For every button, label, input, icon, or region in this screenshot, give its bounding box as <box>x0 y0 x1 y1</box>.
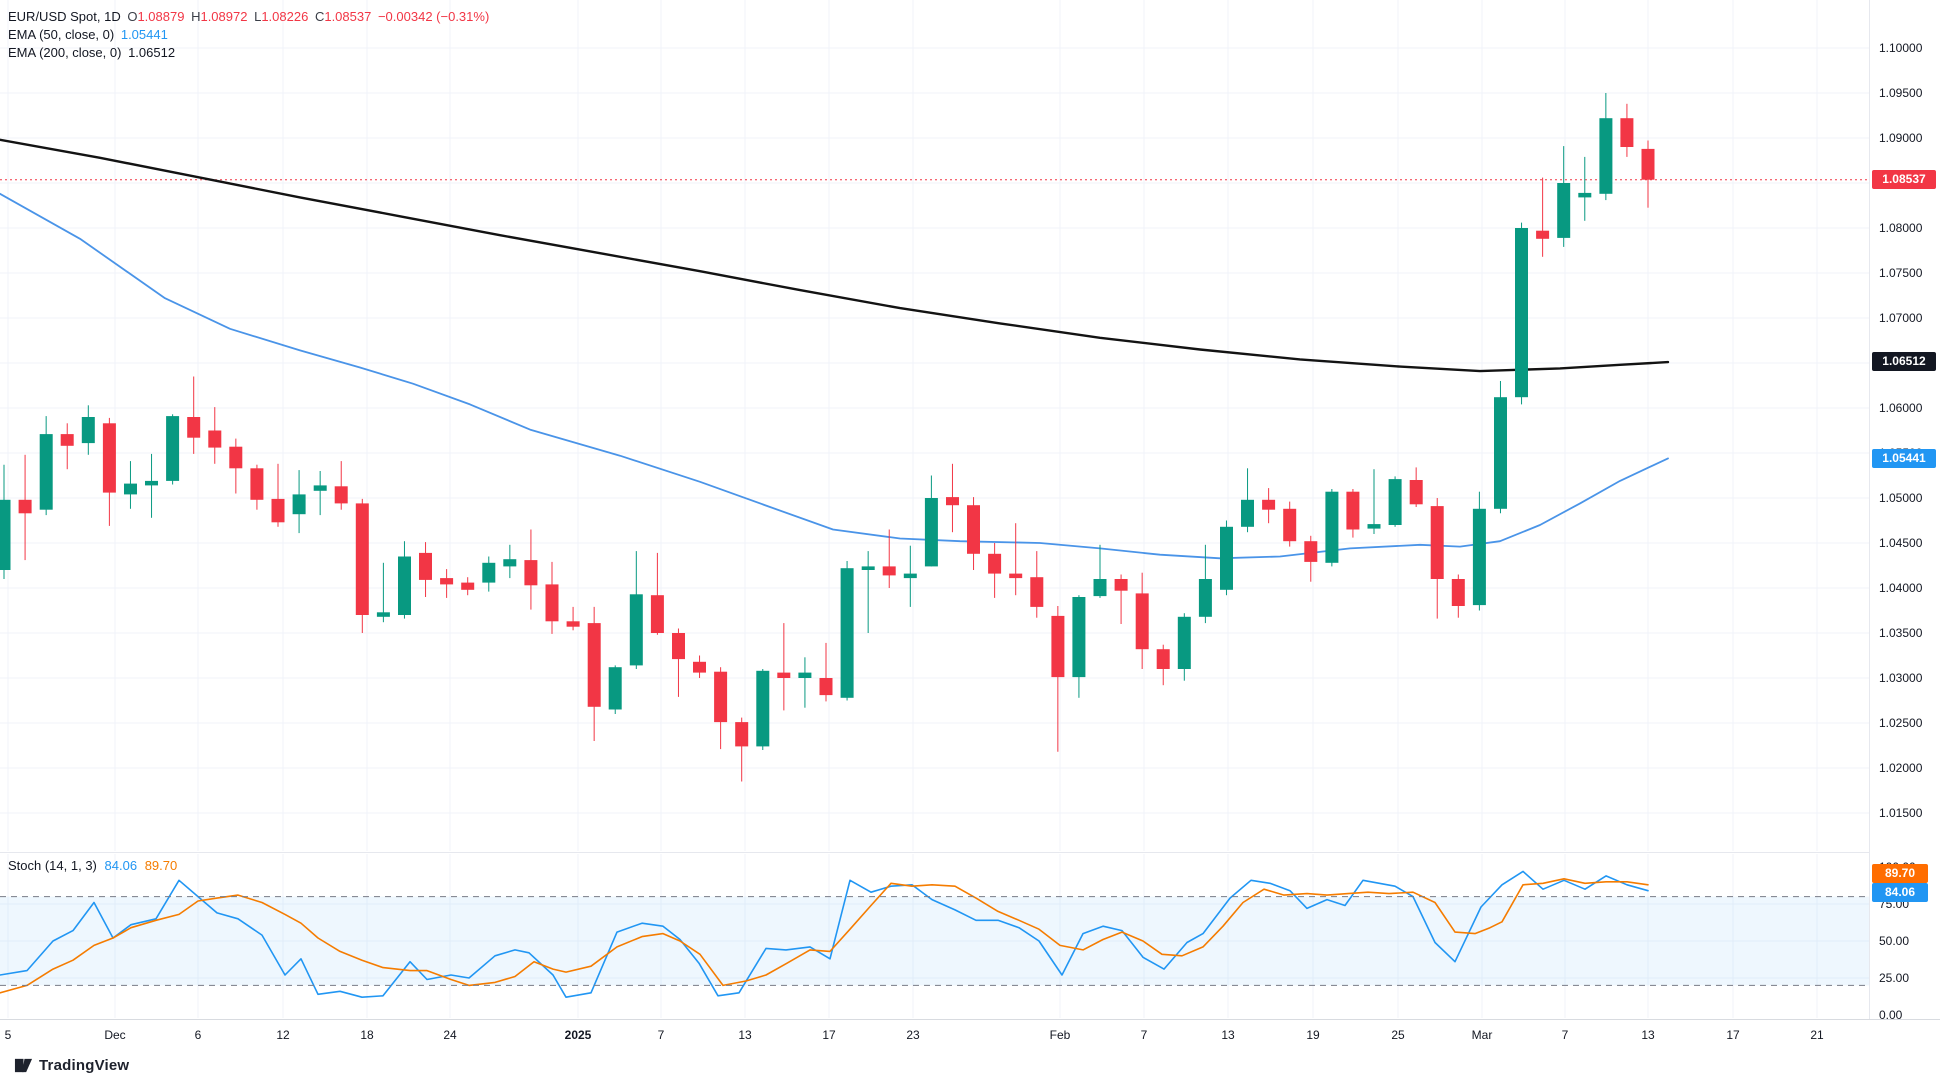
stoch-band <box>0 896 1869 986</box>
ema200-price-badge: 1.06512 <box>1872 352 1936 372</box>
ema200-label: EMA (200, close, 0) <box>8 45 122 60</box>
price-tick-label: 1.09000 <box>1879 131 1923 145</box>
symbol-legend-row[interactable]: EUR/USD Spot, 1D O1.08879 H1.08972 L1.08… <box>8 8 492 25</box>
candles-layer <box>0 93 1655 782</box>
symbol-title: EUR/USD Spot, 1D <box>8 9 121 24</box>
stoch-d-badge: 89.70 <box>1872 864 1928 883</box>
stoch-d-line <box>0 877 1649 994</box>
time-tick-label: 2025 <box>564 1028 592 1042</box>
time-tick-label: 19 <box>1306 1028 1320 1042</box>
time-tick-label: 7 <box>657 1028 665 1042</box>
chart-legend: EUR/USD Spot, 1D O1.08879 H1.08972 L1.08… <box>8 8 492 62</box>
time-tick-label: Feb <box>1049 1028 1071 1042</box>
time-tick-label: 12 <box>276 1028 290 1042</box>
price-tick-label: 1.04000 <box>1879 581 1923 595</box>
time-tick-label: 6 <box>194 1028 202 1042</box>
tradingview-logo-text: TradingView <box>39 1057 130 1074</box>
chart-svg[interactable] <box>0 0 1869 1019</box>
price-tick-label: 1.05000 <box>1879 491 1923 505</box>
ema200-value: 1.06512 <box>128 45 176 60</box>
price-tick-label: 1.03500 <box>1879 626 1923 640</box>
close-value: 1.08537 <box>324 9 372 24</box>
time-tick-label: 5 <box>4 1028 12 1042</box>
ema50-value: 1.05441 <box>120 27 168 42</box>
time-tick-label: 13 <box>1221 1028 1235 1042</box>
time-tick-label: 23 <box>906 1028 920 1042</box>
time-tick-label: 13 <box>738 1028 752 1042</box>
time-tick-label: Dec <box>104 1028 126 1042</box>
time-tick-label: 17 <box>1726 1028 1740 1042</box>
time-tick-label: 18 <box>360 1028 374 1042</box>
stoch-k-badge: 84.06 <box>1872 883 1928 902</box>
price-tick-label: 1.09500 <box>1879 86 1923 100</box>
open-value: 1.08879 <box>137 9 185 24</box>
ema50-legend-row[interactable]: EMA (50, close, 0) 1.05441 <box>8 26 492 43</box>
close-label: C <box>314 9 325 24</box>
stoch-k-line <box>0 870 1649 999</box>
ema200-legend-row[interactable]: EMA (200, close, 0) 1.06512 <box>8 44 492 61</box>
price-tick-label: 1.07500 <box>1879 266 1923 280</box>
price-tick-label: 1.01500 <box>1879 806 1923 820</box>
time-tick-label: 7 <box>1140 1028 1148 1042</box>
price-tick-label: 1.07000 <box>1879 311 1923 325</box>
pane-separator[interactable] <box>0 852 1940 853</box>
price-tick-label: 1.03000 <box>1879 671 1923 685</box>
stoch-tick-label: 25.00 <box>1879 971 1910 985</box>
low-value: 1.08226 <box>261 9 309 24</box>
tradingview-logo-icon <box>14 1058 33 1073</box>
tradingview-logo[interactable]: TradingView <box>14 1056 129 1075</box>
ema200-line <box>0 138 1670 373</box>
time-tick-label: 25 <box>1391 1028 1405 1042</box>
high-value: 1.08972 <box>200 9 248 24</box>
open-label: O <box>127 9 138 24</box>
stoch-k-value: 84.06 <box>104 858 138 873</box>
stoch-tick-label: 50.00 <box>1879 934 1910 948</box>
price-tick-label: 1.10000 <box>1879 41 1923 55</box>
last-price-badge: 1.08537 <box>1872 170 1936 190</box>
time-tick-label: 24 <box>443 1028 457 1042</box>
stoch-band-edges <box>0 896 1869 986</box>
change-value: −0.00342 (−0.31%) <box>377 9 490 24</box>
ema50-price-badge: 1.05441 <box>1872 448 1936 468</box>
stoch-legend-row[interactable]: Stoch (14, 1, 3) 84.06 89.70 <box>8 858 181 873</box>
stoch-label: Stoch (14, 1, 3) <box>8 858 97 873</box>
time-axis[interactable]: 5 Dec 6 12 18 24 2025 7 13 17 23 Feb 7 13 19 25 Mar 7 13 17… <box>0 1019 1940 1051</box>
stoch-d-value: 89.70 <box>144 858 178 873</box>
price-tick-label: 1.08000 <box>1879 221 1923 235</box>
stoch-tick-label: 0.00 <box>1879 1008 1903 1022</box>
time-tick-label: Mar <box>1471 1028 1493 1042</box>
price-tick-label: 1.02000 <box>1879 761 1923 775</box>
price-tick-label: 1.04500 <box>1879 536 1923 550</box>
time-tick-label: 13 <box>1641 1028 1655 1042</box>
high-label: H <box>191 9 201 24</box>
time-tick-label: 21 <box>1810 1028 1824 1042</box>
time-tick-label: 17 <box>822 1028 836 1042</box>
time-tick-label: 7 <box>1561 1028 1569 1042</box>
ema50-label: EMA (50, close, 0) <box>8 27 115 42</box>
price-axis[interactable]: 1.10000 1.09500 1.09000 1.08000 1.07500 1.070… <box>1869 0 1940 1022</box>
low-label: L <box>254 9 262 24</box>
price-tick-label: 1.06000 <box>1879 401 1923 415</box>
price-tick-label: 1.02500 <box>1879 716 1923 730</box>
